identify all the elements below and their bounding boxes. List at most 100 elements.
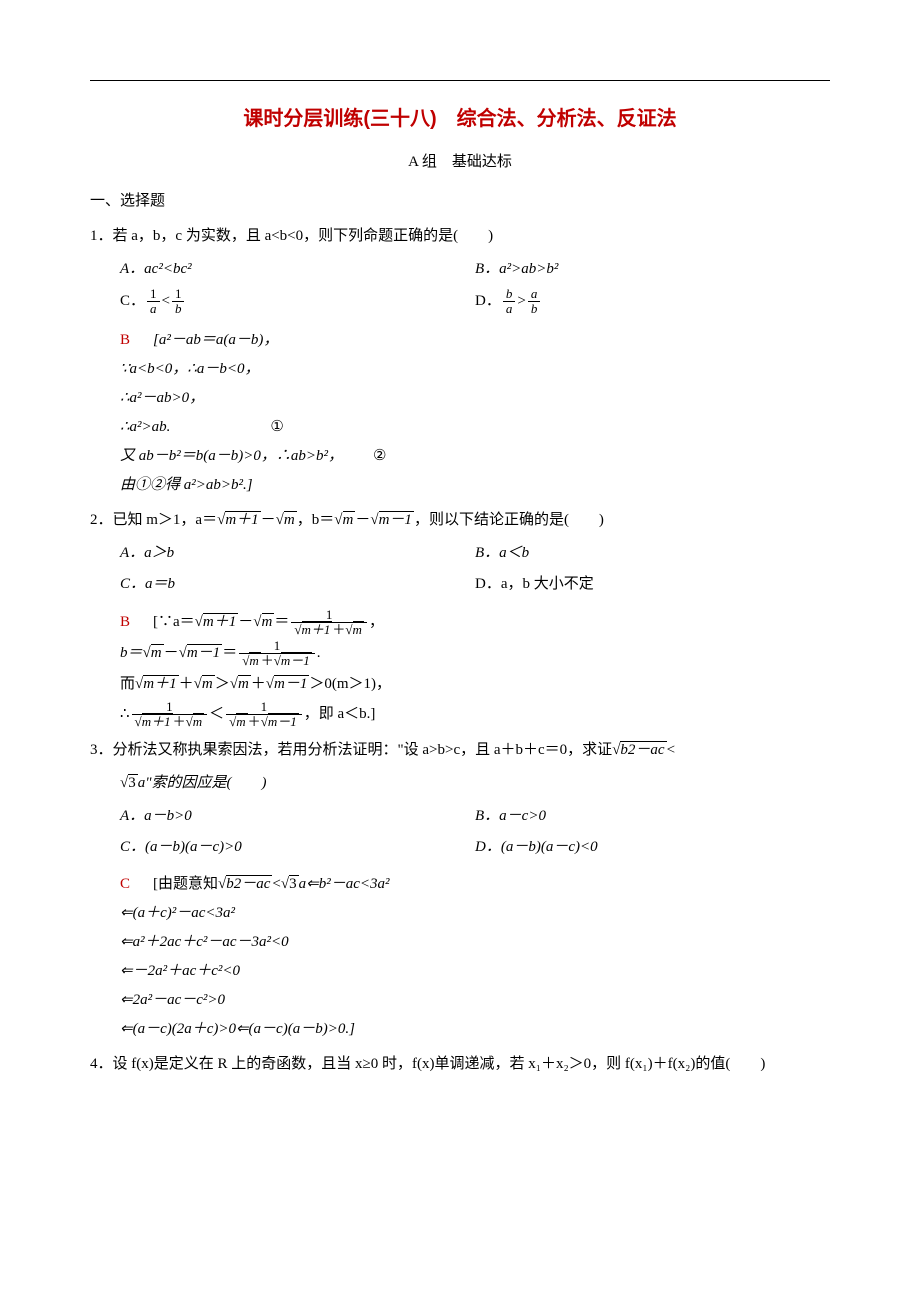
frac-icon: ab xyxy=(528,287,541,317)
q3-answer-line: C [由题意知b2－ac<3a⇐b²－ac<3a² xyxy=(90,871,830,898)
sqrt-icon: m＋1 xyxy=(294,623,332,637)
txt: ＋ xyxy=(251,676,266,692)
step-num-1: ① xyxy=(270,414,283,441)
q1-sol2: ∵a<b<0，∴a－b<0， xyxy=(90,356,830,383)
question-1: 1．若 a，b，c 为实数，且 a<b<0，则下列命题正确的是( ) A．ac²… xyxy=(90,223,830,499)
txt: ＋ xyxy=(173,714,186,729)
question-2: 2．已知 m＞1，a＝m＋1－m，b＝m－m－1，则以下结论正确的是( ) A．… xyxy=(90,507,830,730)
txt: ＋ xyxy=(179,676,194,692)
rad: m xyxy=(249,652,260,668)
section-heading: 一、选择题 xyxy=(90,188,830,215)
frac-den: a xyxy=(503,302,516,316)
top-rule xyxy=(90,80,830,81)
frac-icon: 1m＋m－1 xyxy=(226,700,302,730)
footer-right xyxy=(778,1254,790,1272)
rad: m－1 xyxy=(379,511,414,528)
q1-sol3: ∴a²－ab>0， xyxy=(90,385,830,412)
frac-icon: ba xyxy=(503,287,516,317)
q1-optA-text: A．ac²<bc² xyxy=(120,261,192,277)
txt: < xyxy=(667,742,675,758)
q2-stem-post: ，则以下结论正确的是( ) xyxy=(414,512,604,528)
q2-opt-a: A．a＞b xyxy=(120,540,475,567)
rad: m＋1 xyxy=(225,511,260,528)
sqrt-icon: m＋1 xyxy=(217,507,261,534)
answer-letter: B xyxy=(120,332,130,348)
q3-stem-post: a"索的因应是( ) xyxy=(138,775,267,791)
q2-opt-c: C．a＝b xyxy=(120,571,475,598)
txt: － xyxy=(238,614,253,630)
txt: ＋ xyxy=(261,653,274,668)
sqrt-icon: m－1 xyxy=(261,715,299,729)
rad: m＋1 xyxy=(142,713,173,729)
frac-icon: 1m＋1＋m xyxy=(291,608,367,638)
txt: ，b＝ xyxy=(297,512,335,528)
q3-stem-pre: 3．分析法又称执果索因法，若用分析法证明："设 a>b>c，且 a＋b＋c＝0，… xyxy=(90,742,612,758)
q3-sol6: ⇐(a－c)(2a＋c)>0⇐(a－c)(a－b)>0.] xyxy=(90,1016,830,1043)
frac-num: 1 xyxy=(172,287,185,302)
rad: m－1 xyxy=(268,713,299,729)
answer-letter: B xyxy=(120,614,130,630)
q1-opt-d: D．ba>ab xyxy=(475,287,830,317)
q1-sol6: 由①②得 a²>ab>b².] xyxy=(90,472,830,499)
rad: m xyxy=(353,621,364,637)
q3-sol2: ⇐(a＋c)²－ac<3a² xyxy=(90,900,830,927)
page-title: 课时分层训练(三十八) 综合法、分析法、反证法 xyxy=(90,101,830,137)
txt: [由题意知 xyxy=(138,876,218,892)
txt: . xyxy=(317,645,321,661)
txt: ＜ xyxy=(209,706,224,722)
footer-left xyxy=(170,1254,180,1272)
rad: 3 xyxy=(128,774,138,791)
txt: ＋ xyxy=(332,622,345,637)
q3-stem-line2: 3a"索的因应是( ) xyxy=(90,770,830,797)
txt: [∵a＝ xyxy=(138,614,195,630)
q3-options: A．a－b>0 B．a－c>0 C．(a－b)(a－c)>0 D．(a－b)(a… xyxy=(90,803,830,865)
sqrt-icon: m xyxy=(242,654,261,668)
q3-sol3: ⇐a²＋2ac＋c²－ac－3a²<0 xyxy=(90,929,830,956)
q3-opt-c: C．(a－b)(a－c)>0 xyxy=(120,834,475,861)
q1-options: A．ac²<bc² B．a²>ab>b² C．1a<1b D．ba>ab xyxy=(90,256,830,321)
q1-stem-text: 1．若 a，b，c 为实数，且 a<b<0，则下列命题正确的是( ) xyxy=(90,228,493,244)
frac-icon: 1m＋1＋m xyxy=(132,700,208,730)
rad: m－1 xyxy=(281,652,312,668)
q1-sol1: [a²－ab＝a(a－b)， xyxy=(138,332,278,348)
q2-sol4: ∴1m＋1＋m＜1m＋m－1，即 a＜b.] xyxy=(90,700,830,730)
sqrt-icon: m xyxy=(186,715,205,729)
frac-den: a xyxy=(147,302,160,316)
txt: ＞ xyxy=(215,676,230,692)
sqrt-icon: m xyxy=(194,671,215,698)
sqrt-icon: m－1 xyxy=(179,640,223,667)
q3-opt-b: B．a－c>0 xyxy=(475,803,830,830)
txt: － xyxy=(355,512,370,528)
sqrt-icon: 3 xyxy=(281,871,299,898)
group-label: A 组 基础达标 xyxy=(90,149,830,176)
q3-opt-d: D．(a－b)(a－c)<0 xyxy=(475,834,830,861)
q2-opt-d: D．a，b 大小不定 xyxy=(475,571,830,598)
rad: m xyxy=(151,644,164,661)
frac-icon: 1b xyxy=(172,287,185,317)
sqrt-icon: 3 xyxy=(120,770,138,797)
rad: m－1 xyxy=(187,644,222,661)
rad: m－1 xyxy=(274,675,309,692)
rad: m＋1 xyxy=(203,613,238,630)
frac-den: m＋1＋ m xyxy=(291,623,367,637)
answer-letter: C xyxy=(120,876,130,892)
q3-sol5: ⇐2a²－ac－c²>0 xyxy=(90,987,830,1014)
txt: < xyxy=(272,876,280,892)
rad: m xyxy=(284,511,297,528)
q3-sol4: ⇐－2a²＋ac＋c²<0 xyxy=(90,958,830,985)
q1-opt-b: B．a²>ab>b² xyxy=(475,256,830,283)
q2-answer-line: B [∵a＝m＋1－m＝1m＋1＋m， xyxy=(90,608,830,638)
txt: ＝ xyxy=(274,614,289,630)
sqrt-icon: m xyxy=(230,671,251,698)
frac-num: 1 xyxy=(147,287,160,302)
q1-opt-a: A．ac²<bc² xyxy=(120,256,475,283)
q1-answer-line: B [a²－ab＝a(a－b)， xyxy=(90,327,830,354)
sqrt-icon: m xyxy=(229,715,248,729)
q1-sol5: 又 ab－b²＝b(a－b)>0，∴ab>b²， xyxy=(120,448,343,464)
q1-stem: 1．若 a，b，c 为实数，且 a<b<0，则下列命题正确的是( ) xyxy=(90,223,830,250)
txt: － xyxy=(164,645,179,661)
sqrt-icon: m＋1 xyxy=(135,671,179,698)
sqrt-icon: m xyxy=(143,640,164,667)
txt: ＝ xyxy=(222,645,237,661)
frac-den: m＋m－1 xyxy=(226,715,302,729)
